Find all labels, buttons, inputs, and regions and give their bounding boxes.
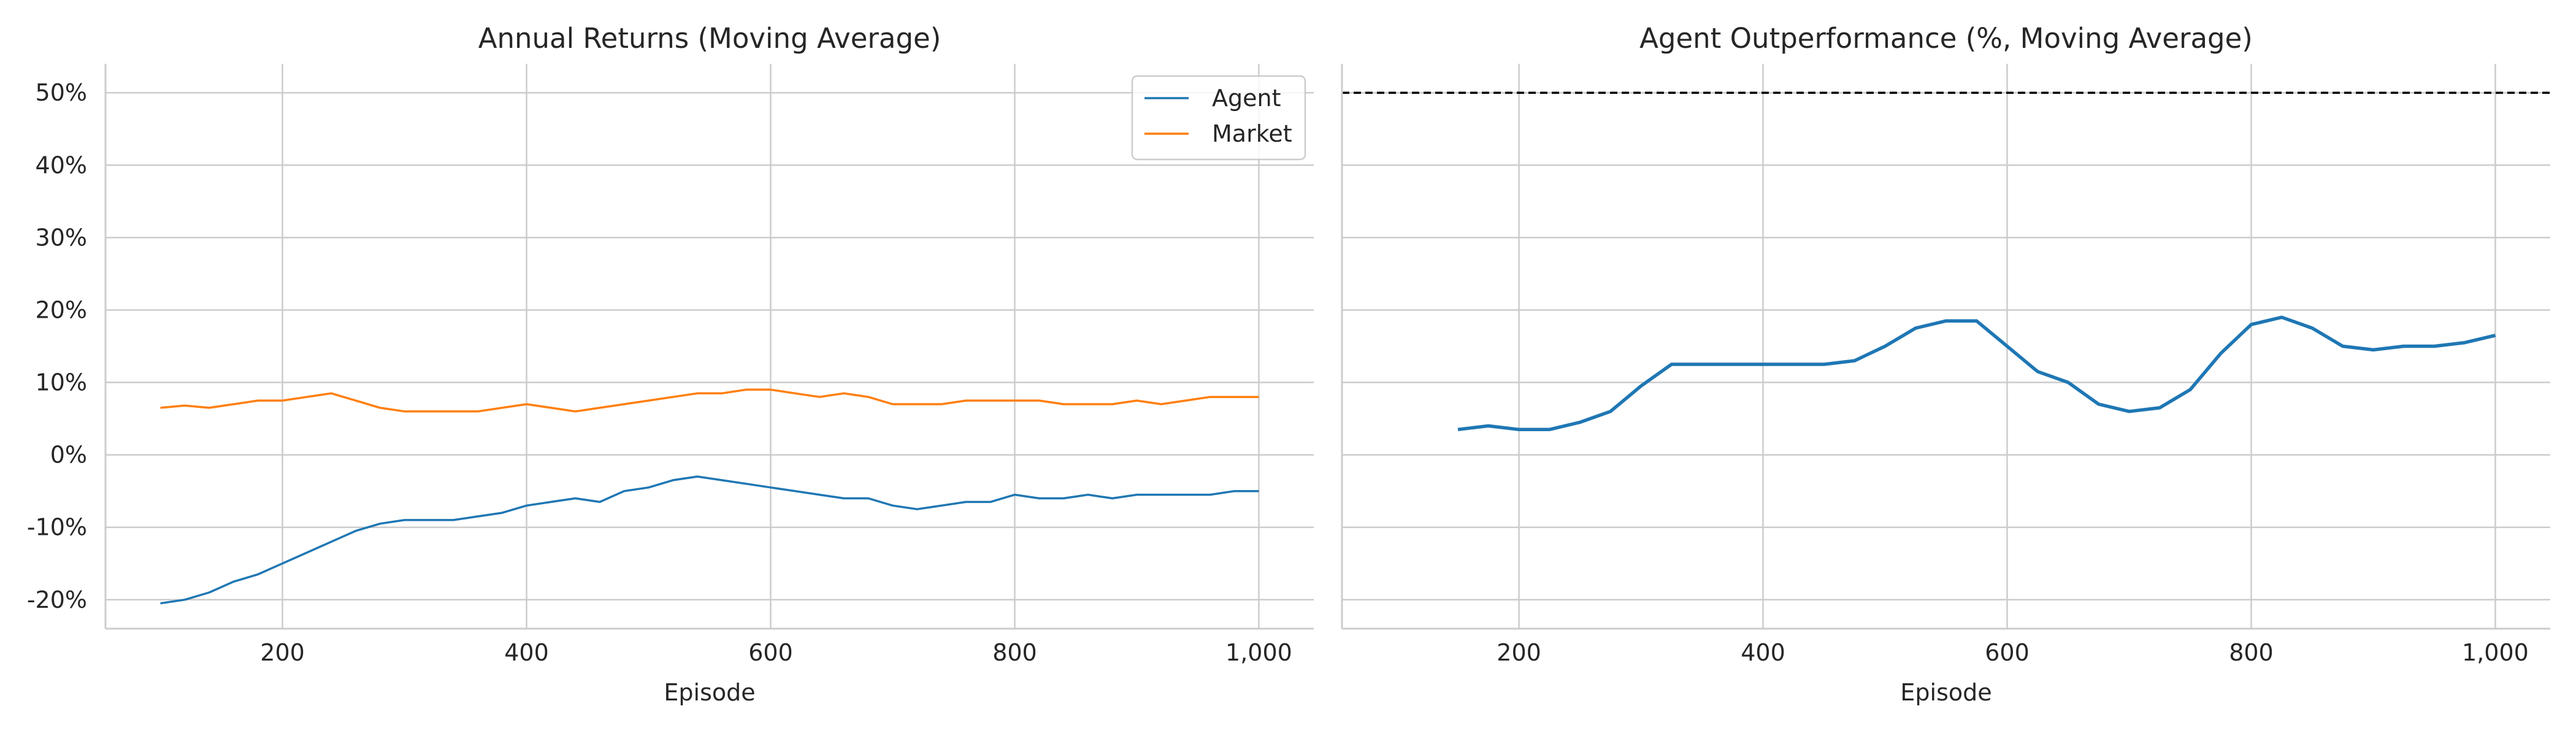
- legend-label-market: Market: [1212, 120, 1292, 147]
- tick-labels-annual-returns: 200 400 600 800 1,000 -20% -10% 0% 10% 20% 30% 40% 5…: [27, 79, 1292, 666]
- x-tick-label-annual-returns-4: 1,000: [1225, 639, 1292, 666]
- chart-title-annual-returns: Annual Returns (Moving Average): [478, 22, 941, 55]
- series-line-agent-outperformance: [1457, 315, 2496, 432]
- x-tick-label-annual-returns-3: 800: [992, 639, 1037, 666]
- x-axis-label-agent-outperformance: Episode: [1900, 679, 1991, 706]
- y-tick-label-annual-returns-6: 40%: [36, 151, 87, 178]
- tick-labels-agent-outperformance: 200 400 600 800 1,000: [1497, 639, 2529, 666]
- y-tick-label-annual-returns-1: -10%: [27, 514, 87, 541]
- y-tick-label-annual-returns-7: 50%: [36, 79, 87, 106]
- x-axis-label-annual-returns: Episode: [664, 679, 755, 706]
- y-tick-label-annual-returns-2: 0%: [50, 442, 87, 469]
- x-tick-label-agent-outperformance-1: 400: [1741, 639, 1785, 666]
- x-tick-label-agent-outperformance-0: 200: [1497, 639, 1541, 666]
- legend-label-agent: Agent: [1212, 85, 1281, 112]
- x-tick-label-agent-outperformance-2: 600: [1985, 639, 2030, 666]
- axes-agent-outperformance: [1341, 64, 2550, 630]
- x-tick-label-agent-outperformance-3: 800: [2229, 639, 2274, 666]
- legend: Agent Market: [1131, 75, 1306, 161]
- y-tick-label-annual-returns-4: 20%: [36, 296, 87, 323]
- series-line-agent: [160, 475, 1259, 605]
- panel-agent-outperformance: 200 400 600 800 1,000 Agent Outperformance (…: [1341, 22, 2550, 706]
- series-lines-agent-outperformance: [1457, 315, 2496, 432]
- legend-frame: [1131, 75, 1306, 161]
- panel-annual-returns: 200 400 600 800 1,000 -20% -10% 0% 10% 20% 30% 40% 5…: [27, 22, 1314, 706]
- chart-title-agent-outperformance: Agent Outperformance (%, Moving Average): [1639, 22, 2253, 55]
- y-tick-label-annual-returns-5: 30%: [36, 224, 87, 251]
- grid-lines-annual-returns: [105, 64, 1314, 629]
- axes-annual-returns: [104, 64, 1314, 630]
- x-tick-label-annual-returns-0: 200: [260, 639, 305, 666]
- series-line-market: [160, 388, 1259, 413]
- y-tick-label-annual-returns-3: 10%: [36, 369, 87, 396]
- x-tick-label-agent-outperformance-4: 1,000: [2462, 639, 2529, 666]
- grid-lines-agent-outperformance: [1342, 64, 2550, 629]
- y-tick-label-annual-returns-0: -20%: [27, 586, 87, 613]
- x-tick-label-annual-returns-2: 600: [748, 639, 793, 666]
- x-tick-label-annual-returns-1: 400: [504, 639, 549, 666]
- series-lines-annual-returns: [160, 388, 1259, 605]
